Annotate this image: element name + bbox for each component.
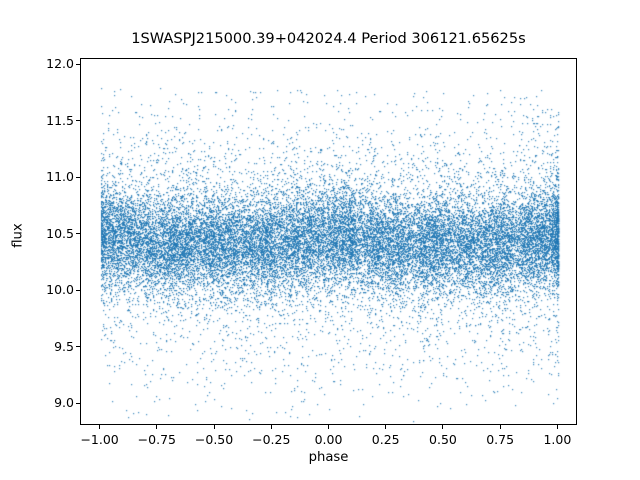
x-tick-mark — [556, 425, 558, 429]
y-tick-label: 12.0 — [46, 56, 74, 72]
x-tick-label: 0.50 — [429, 432, 457, 447]
page-title: 1SWASPJ215000.39+042024.4 Period 306121.… — [131, 30, 526, 47]
x-tick-mark — [499, 425, 501, 429]
y-tick-mark — [76, 63, 80, 65]
x-tick-label: 0.25 — [371, 432, 400, 447]
y-tick-mark — [76, 402, 80, 404]
x-tick-label: −0.25 — [252, 432, 291, 447]
x-tick-mark — [385, 425, 387, 429]
x-tick-mark — [156, 425, 158, 429]
x-tick-mark — [270, 425, 272, 429]
x-tick-label: −0.50 — [194, 432, 234, 447]
y-tick-mark — [76, 233, 80, 235]
x-tick-mark — [99, 425, 101, 429]
y-tick-label: 11.5 — [46, 112, 74, 128]
scatter-plot-canvas — [81, 59, 576, 424]
x-tick-mark — [442, 425, 444, 429]
y-tick-label: 9.5 — [54, 338, 74, 354]
y-tick-label: 10.0 — [46, 282, 74, 298]
x-tick-mark — [213, 425, 215, 429]
x-tick-mark — [328, 425, 329, 429]
x-tick-label: −0.75 — [137, 432, 176, 447]
y-tick-label: 11.0 — [46, 169, 74, 185]
y-tick-label: 10.5 — [46, 225, 74, 241]
y-tick-label: 9.0 — [54, 395, 74, 411]
x-tick-label: 0.75 — [486, 432, 515, 447]
x-axis-label: phase — [308, 450, 349, 465]
x-tick-label: −1.00 — [80, 432, 119, 447]
y-tick-mark — [76, 346, 80, 348]
x-tick-label: 1.00 — [543, 432, 572, 447]
y-tick-mark — [76, 120, 80, 122]
y-tick-mark — [76, 176, 80, 178]
plot-axes — [80, 58, 577, 425]
y-tick-mark — [76, 289, 80, 291]
x-tick-label: 0.00 — [314, 432, 343, 447]
